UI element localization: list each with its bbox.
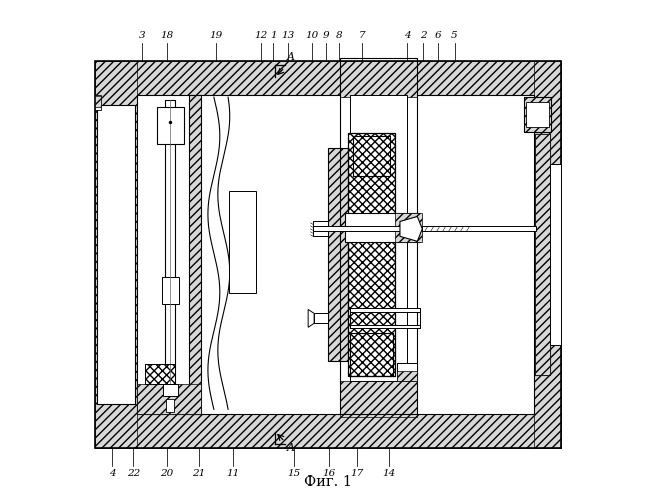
Text: Фиг. 1: Фиг. 1 bbox=[304, 475, 352, 489]
Bar bbox=[398, 371, 417, 381]
Bar bbox=[146, 364, 175, 384]
Polygon shape bbox=[308, 309, 314, 327]
Text: 16: 16 bbox=[322, 469, 336, 478]
Text: 3: 3 bbox=[138, 31, 145, 40]
Text: A: A bbox=[287, 443, 295, 453]
Text: 8: 8 bbox=[336, 31, 342, 40]
Text: 12: 12 bbox=[255, 31, 268, 40]
Bar bbox=[395, 213, 422, 243]
Bar bbox=[328, 148, 348, 361]
Bar bbox=[350, 333, 392, 376]
Bar bbox=[422, 227, 537, 232]
Bar bbox=[350, 325, 420, 328]
Bar bbox=[534, 61, 562, 448]
Text: 9: 9 bbox=[323, 31, 329, 40]
Text: 2: 2 bbox=[420, 31, 426, 40]
Bar bbox=[94, 95, 101, 110]
Bar bbox=[94, 96, 101, 107]
Bar bbox=[165, 100, 175, 384]
Bar bbox=[550, 164, 562, 345]
Text: 4: 4 bbox=[109, 469, 115, 478]
Bar bbox=[161, 277, 179, 304]
Text: 7: 7 bbox=[358, 31, 365, 40]
Bar bbox=[348, 133, 395, 376]
Polygon shape bbox=[400, 217, 422, 242]
Text: 5: 5 bbox=[451, 31, 458, 40]
Bar bbox=[229, 191, 256, 293]
Bar bbox=[345, 213, 420, 243]
Text: 22: 22 bbox=[127, 469, 140, 478]
Bar bbox=[157, 107, 184, 144]
Text: 18: 18 bbox=[160, 31, 173, 40]
Text: 13: 13 bbox=[281, 31, 295, 40]
Bar bbox=[350, 308, 420, 312]
Bar bbox=[146, 364, 175, 384]
Bar bbox=[350, 333, 392, 376]
Text: 4: 4 bbox=[404, 31, 411, 40]
Bar bbox=[137, 95, 534, 414]
Bar bbox=[313, 227, 405, 232]
Bar bbox=[524, 97, 551, 132]
Bar bbox=[328, 148, 348, 361]
Bar bbox=[166, 399, 174, 412]
Text: 15: 15 bbox=[287, 469, 301, 478]
Text: 11: 11 bbox=[226, 469, 239, 478]
Bar bbox=[524, 97, 551, 132]
Bar bbox=[348, 133, 395, 376]
Bar bbox=[353, 136, 390, 176]
Bar bbox=[137, 384, 201, 414]
Bar bbox=[535, 134, 550, 375]
Bar bbox=[340, 61, 417, 97]
Bar bbox=[94, 61, 562, 448]
Bar bbox=[398, 363, 417, 381]
Text: 19: 19 bbox=[210, 31, 223, 40]
Bar bbox=[94, 61, 137, 448]
Text: A: A bbox=[287, 52, 295, 62]
Text: 6: 6 bbox=[435, 31, 441, 40]
Text: 20: 20 bbox=[160, 469, 173, 478]
Bar bbox=[527, 102, 549, 127]
Bar bbox=[189, 95, 201, 414]
Bar bbox=[163, 384, 178, 396]
Bar bbox=[353, 136, 390, 176]
Text: 21: 21 bbox=[192, 469, 205, 478]
Bar bbox=[314, 313, 328, 323]
Bar bbox=[313, 222, 328, 237]
Bar bbox=[340, 58, 417, 414]
Text: 10: 10 bbox=[305, 31, 318, 40]
Bar bbox=[350, 95, 407, 381]
Bar bbox=[189, 95, 201, 414]
Text: 17: 17 bbox=[350, 469, 363, 478]
Bar bbox=[340, 381, 417, 417]
Bar bbox=[535, 134, 550, 375]
Bar bbox=[94, 414, 562, 448]
Text: 1: 1 bbox=[270, 31, 277, 40]
Bar bbox=[97, 105, 135, 404]
Bar bbox=[94, 61, 562, 95]
Text: 14: 14 bbox=[382, 469, 395, 478]
